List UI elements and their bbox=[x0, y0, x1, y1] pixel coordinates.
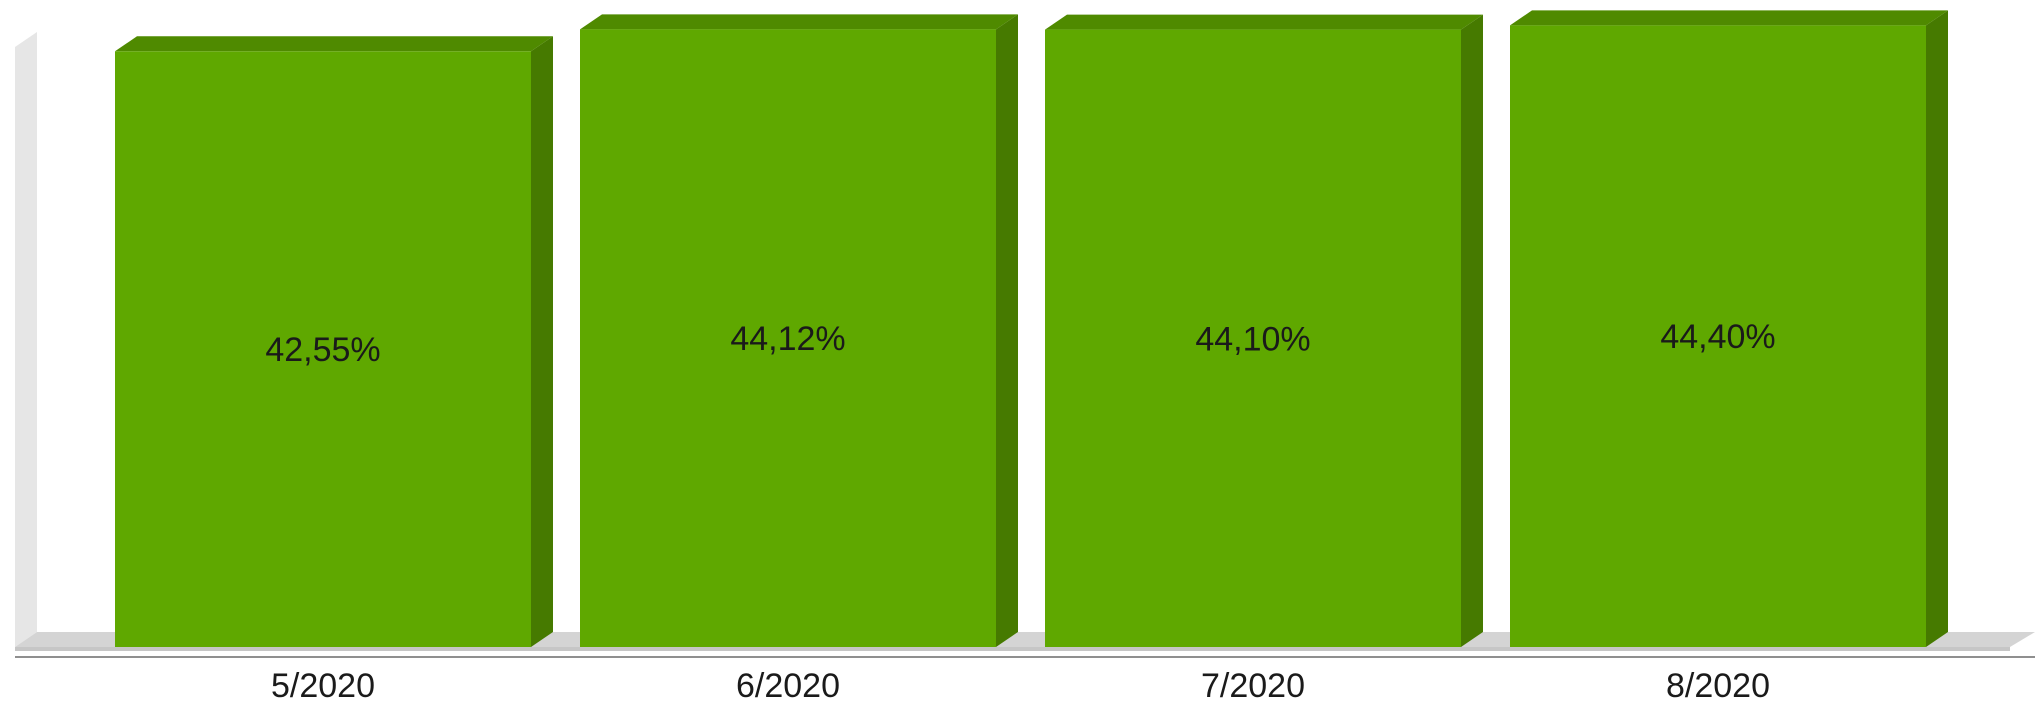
bar-side bbox=[1461, 14, 1483, 648]
bar bbox=[580, 29, 996, 647]
x-tick-label: 6/2020 bbox=[736, 667, 840, 703]
x-tick-label: 5/2020 bbox=[271, 667, 375, 703]
x-tick-label: 8/2020 bbox=[1666, 667, 1770, 703]
bar-top bbox=[1510, 10, 1948, 26]
x-tick-label: 7/2020 bbox=[1201, 667, 1305, 703]
bar-top bbox=[115, 36, 553, 52]
bar-side bbox=[996, 14, 1018, 647]
bar-top bbox=[580, 14, 1018, 30]
bar bbox=[1510, 25, 1926, 647]
bar bbox=[115, 51, 531, 648]
chart-side-wall bbox=[15, 32, 37, 647]
data-label: 44,40% bbox=[1660, 318, 1775, 356]
data-label: 44,10% bbox=[1195, 320, 1310, 358]
bar bbox=[1045, 29, 1461, 648]
bar-top bbox=[1045, 14, 1483, 30]
category-labels-group: 5/2020 6/2020 7/2020 8/2020 bbox=[271, 667, 1770, 703]
chart-floor-edge bbox=[15, 647, 2010, 651]
data-label: 44,12% bbox=[730, 320, 845, 358]
data-label: 42,55% bbox=[265, 331, 380, 369]
bar-side bbox=[1926, 10, 1948, 647]
value-labels-group: 42,55% 44,12% 44,10% 44,40% bbox=[265, 318, 1775, 369]
bar-side bbox=[531, 36, 553, 648]
bars-group bbox=[115, 10, 1948, 648]
